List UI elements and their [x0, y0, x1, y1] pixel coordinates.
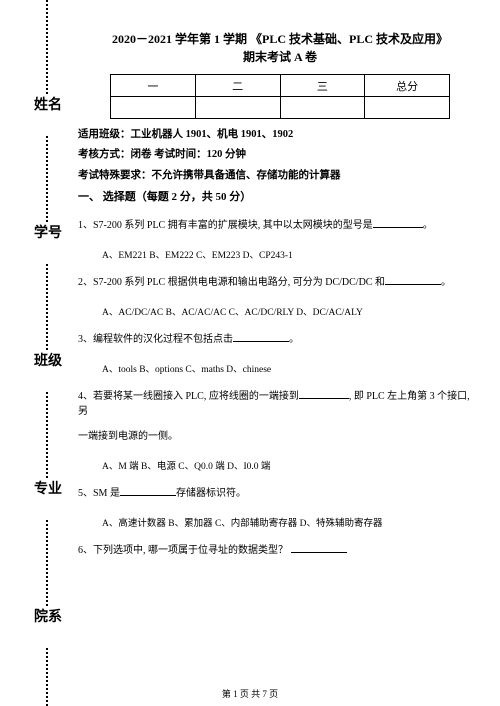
score-col-total: 总分	[365, 75, 450, 97]
exam-title-1: 2020－2021 学年第 1 学期 《PLC 技术基础、PLC 技术及应用》	[78, 30, 482, 48]
q1-options: A、EM221 B、EM222 C、EM223 D、CP243-1	[78, 247, 482, 261]
blank	[120, 486, 176, 496]
blank	[291, 543, 347, 553]
score-cell	[280, 97, 365, 119]
table-row: 一 二 三 总分	[111, 75, 450, 97]
blank	[233, 332, 289, 342]
info-requirement: 考试特殊要求：不允许携带具备通信、存储功能的计算器	[78, 168, 482, 184]
score-col-1: 一	[111, 75, 196, 97]
dots	[46, 392, 48, 478]
q2-text: 2、S7-200 系列 PLC 根据供电电源和输出电路分, 可分为 DC/DC/…	[78, 277, 385, 288]
question-2: 2、S7-200 系列 PLC 根据供电电源和输出电路分, 可分为 DC/DC/…	[78, 275, 482, 290]
q4-text-c: 一端接到电源的一侧。	[78, 429, 482, 444]
question-3: 3、编程软件的汉化过程不包括点击。	[78, 332, 482, 347]
q4-options: A、M 端 B、电源 C、Q0.0 端 D、I0.0 端	[78, 458, 482, 472]
q1-text: 1、S7-200 系列 PLC 拥有丰富的扩展模块, 其中以太网模块的型号是	[78, 220, 373, 231]
blank	[373, 218, 423, 228]
info-method: 考核方式：闭卷 考试时间：120 分钟	[78, 147, 482, 163]
q5-options: A、高速计数器 B、累加器 C、内部辅助寄存器 D、特殊辅助寄存器	[78, 515, 482, 529]
table-row	[111, 97, 450, 119]
page-footer: 第 1 页 共 7 页	[0, 687, 500, 700]
blank	[385, 275, 441, 285]
score-cell	[195, 97, 280, 119]
dots	[46, 0, 48, 94]
margin-label-name: 姓名	[30, 98, 66, 113]
question-6: 6、下列选项中, 哪一项属于位寻址的数据类型？	[78, 543, 482, 558]
margin-label-dept: 院系	[30, 610, 66, 625]
q4-text-a: 4、若要将某一线圈接入 PLC, 应将线圈的一端接到	[78, 391, 299, 402]
question-4: 4、若要将某一线圈接入 PLC, 应将线圈的一端接到, 即 PLC 左上角第 3…	[78, 389, 482, 444]
score-col-3: 三	[280, 75, 365, 97]
q5-text-b: 存储器标识符。	[176, 488, 246, 499]
score-col-2: 二	[195, 75, 280, 97]
margin-label-number: 学号	[30, 226, 66, 241]
section-1-heading: 一、 选择题（每题 2 分，共 50 分）	[78, 188, 482, 204]
q5-text-a: 5、SM 是	[78, 488, 120, 499]
score-cell	[365, 97, 450, 119]
score-table: 一 二 三 总分	[110, 74, 450, 119]
dots	[46, 136, 48, 222]
dots	[46, 520, 48, 606]
q3-options: A、tools B、options C、maths D、chinese	[78, 361, 482, 375]
info-class: 适用班级：工业机器人 1901、机电 1901、1902	[78, 127, 482, 143]
blank	[299, 389, 349, 399]
binding-margin: 姓名 学号 班级 专业 院系	[30, 0, 66, 706]
question-1: 1、S7-200 系列 PLC 拥有丰富的扩展模块, 其中以太网模块的型号是。	[78, 218, 482, 233]
margin-label-class: 班级	[30, 354, 66, 369]
score-cell	[111, 97, 196, 119]
dots	[46, 264, 48, 350]
margin-label-major: 专业	[30, 482, 66, 497]
q3-text: 3、编程软件的汉化过程不包括点击	[78, 334, 233, 345]
q2-options: A、AC/DC/AC B、AC/AC/AC C、AC/DC/RLY D、DC/A…	[78, 304, 482, 318]
page-content: 2020－2021 学年第 1 学期 《PLC 技术基础、PLC 技术及应用》 …	[78, 30, 482, 558]
exam-title-2: 期末考试 A 卷	[78, 48, 482, 66]
q6-text: 6、下列选项中, 哪一项属于位寻址的数据类型？	[78, 545, 288, 556]
question-5: 5、SM 是 存储器标识符。	[78, 486, 482, 501]
